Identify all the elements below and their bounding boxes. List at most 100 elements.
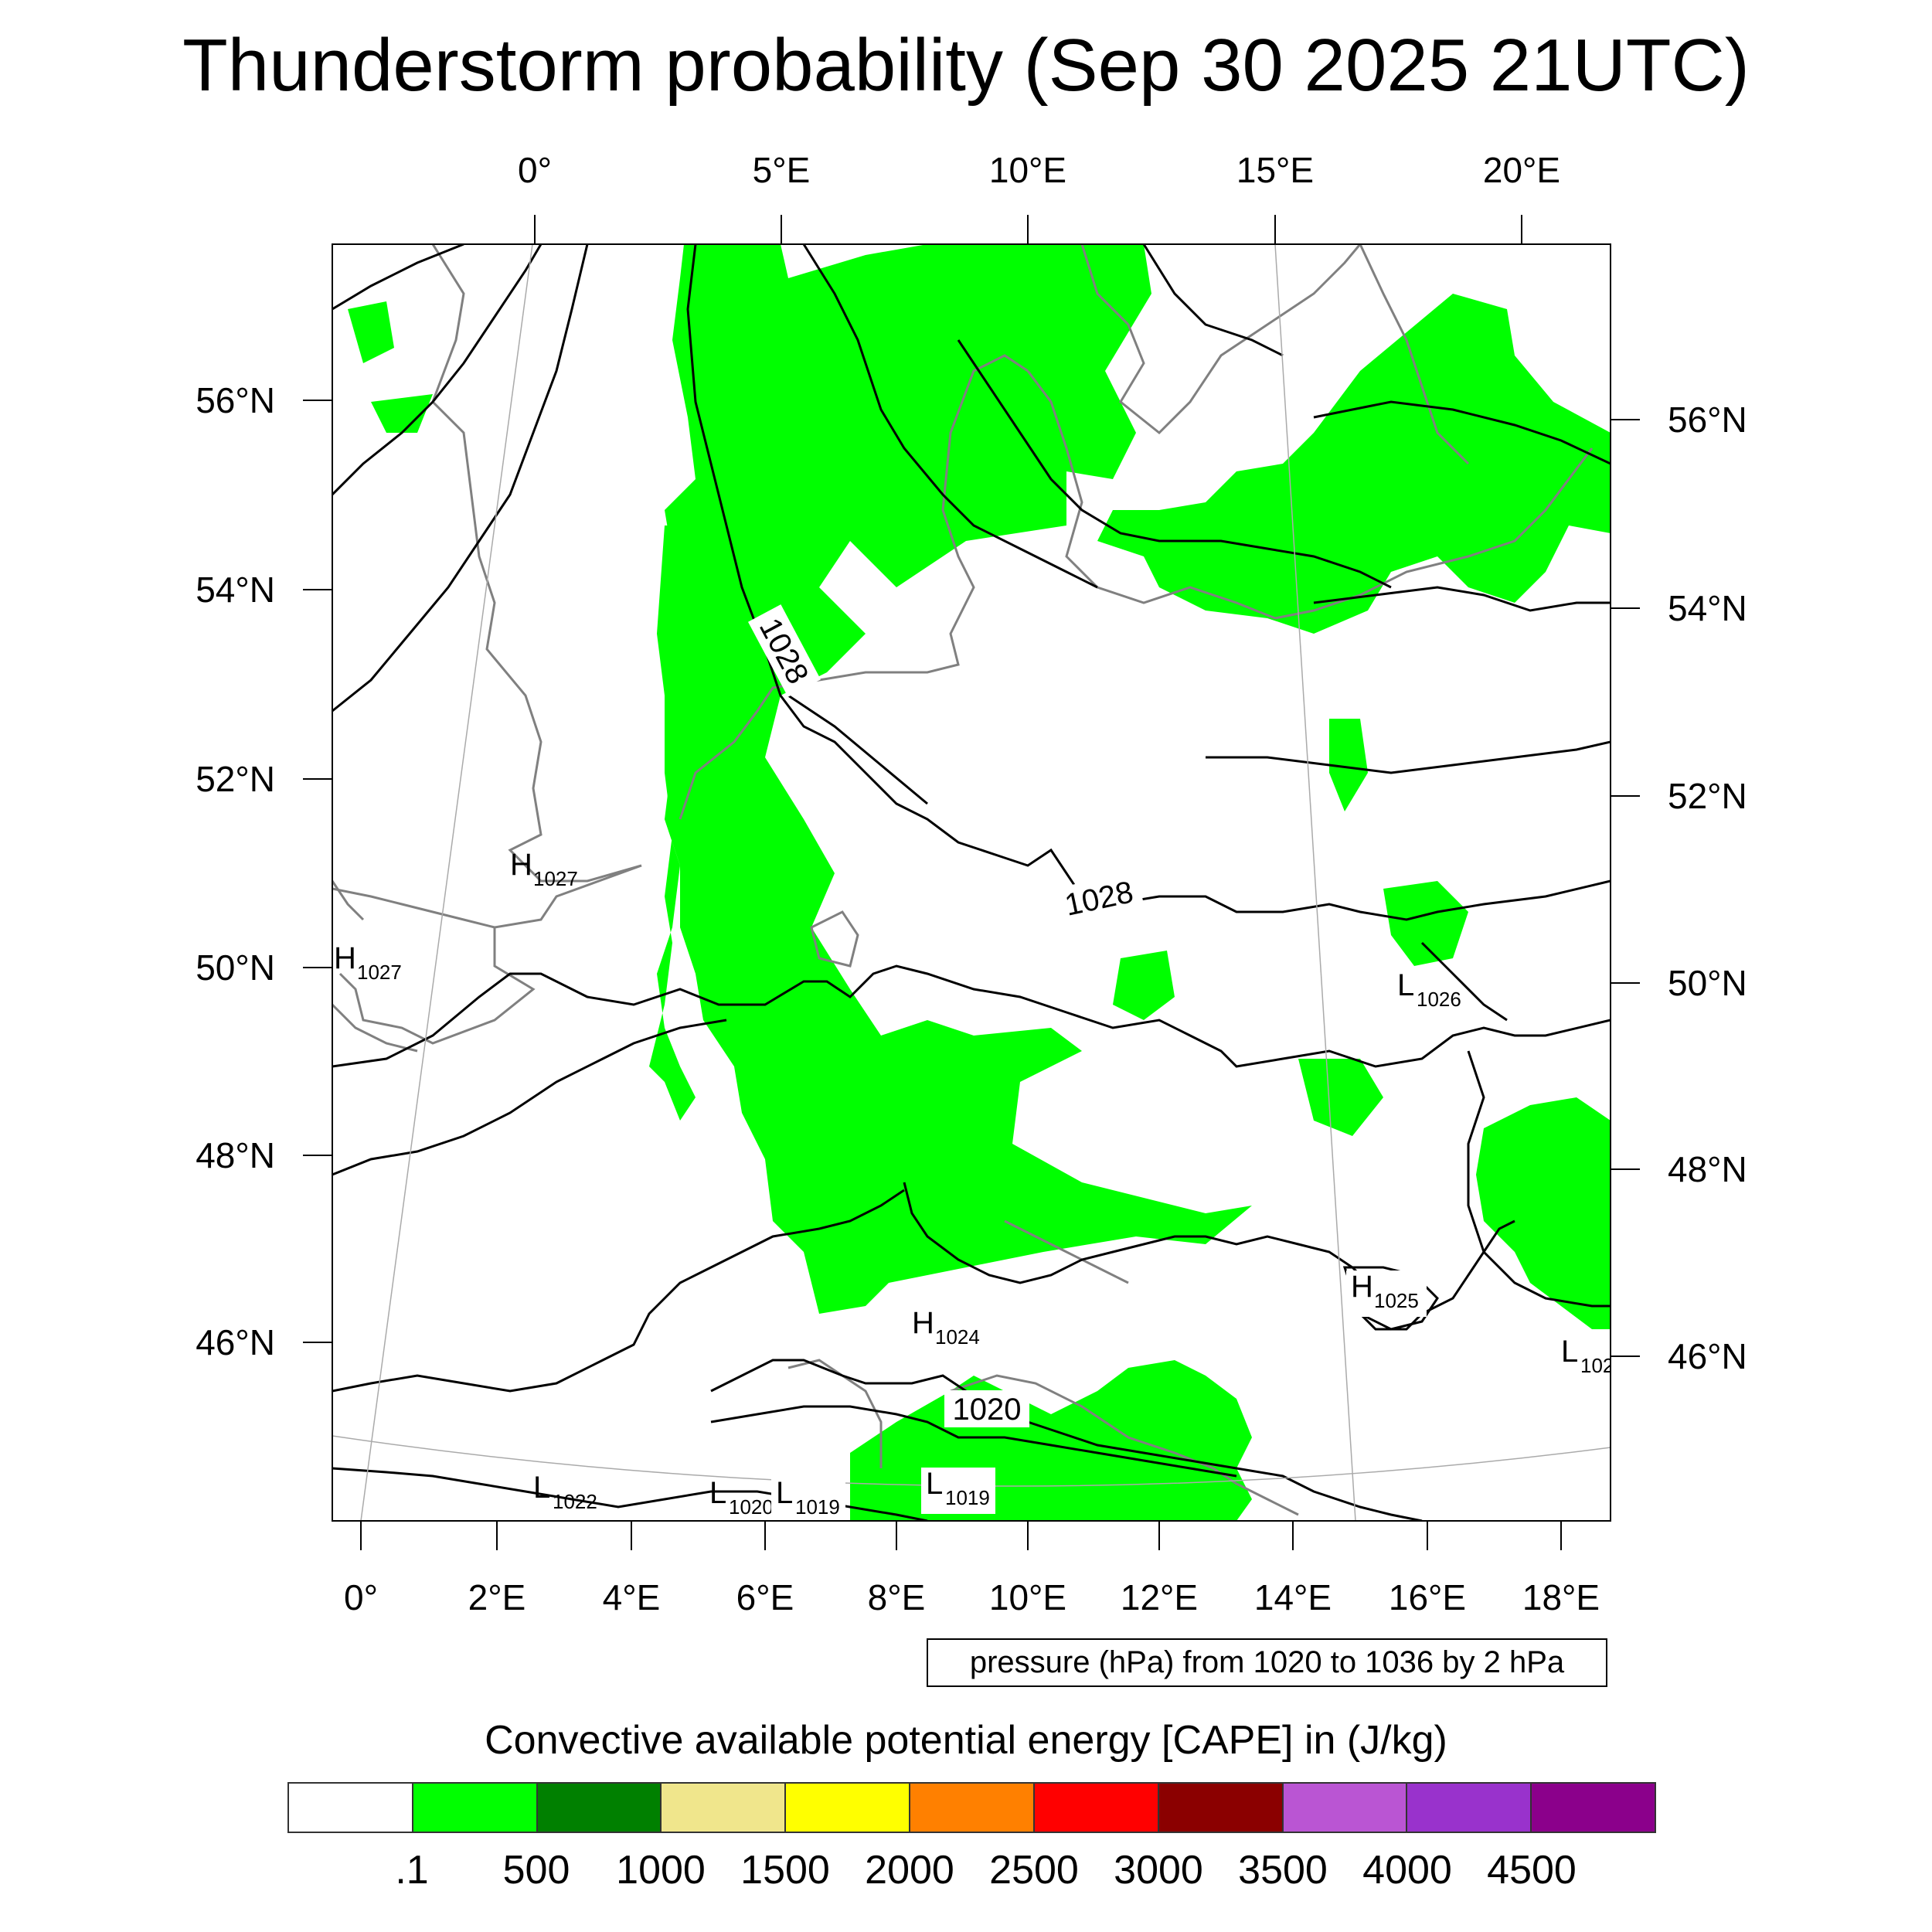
pressure-center-l-italy: L 1019 bbox=[921, 1467, 995, 1514]
map-title: Thunderstorm probability (Sep 30 2025 21… bbox=[182, 24, 1750, 107]
colorbar-label: 1500 bbox=[740, 1848, 830, 1893]
pressure-center-value: 1020 bbox=[729, 1495, 774, 1519]
pressure-center-value: 1025 bbox=[1374, 1289, 1419, 1312]
colorbar bbox=[287, 1782, 1656, 1833]
pressure-center-value: 1026 bbox=[1417, 988, 1461, 1011]
isobar-west-2 bbox=[332, 1189, 905, 1393]
colorbar-label: 2500 bbox=[989, 1848, 1079, 1893]
pressure-center-value: 102 bbox=[1580, 1354, 1614, 1377]
isobar-3 bbox=[332, 244, 589, 713]
right-lat-label: 48°N bbox=[1668, 1149, 1747, 1189]
colorbar-label: 3500 bbox=[1238, 1848, 1328, 1893]
pressure-center-type: L bbox=[533, 1471, 550, 1505]
isobar-mid-east bbox=[1206, 740, 1611, 774]
pressure-center-value: 1019 bbox=[795, 1495, 840, 1519]
left-lat-label: 52°N bbox=[196, 759, 275, 799]
cape-region-baltic bbox=[1097, 294, 1611, 634]
left-lat-label: 54°N bbox=[196, 570, 275, 610]
colorbar-swatch bbox=[1283, 1784, 1408, 1832]
coastline-great-britain bbox=[338, 244, 642, 1045]
coastline-denmark-baltic bbox=[1026, 370, 1594, 620]
colorbar-swatch bbox=[289, 1784, 413, 1832]
pressure-center-value: 1027 bbox=[357, 961, 402, 984]
top-lon-label: 5°E bbox=[753, 150, 811, 190]
contour-label-1020-text: 1020 bbox=[953, 1393, 1022, 1427]
contour-label-1020: 1020 bbox=[944, 1390, 1029, 1427]
pressure-center-value: 1027 bbox=[533, 867, 578, 890]
pressure-info-box: pressure (hPa) from 1020 to 1036 by 2 hP… bbox=[927, 1638, 1607, 1687]
colorbar-title: Convective available potential energy [C… bbox=[485, 1718, 1447, 1763]
cape-region-west-strip bbox=[649, 526, 696, 1121]
colorbar-label: 3000 bbox=[1114, 1848, 1203, 1893]
right-lat-label: 50°N bbox=[1668, 963, 1747, 1003]
colorbar-label: .1 bbox=[395, 1848, 429, 1893]
isobar-west-1 bbox=[332, 1019, 727, 1176]
cape-region-east bbox=[1476, 1097, 1611, 1329]
top-lon-label: 10°E bbox=[989, 150, 1066, 190]
bottom-lon-label: 12°E bbox=[1121, 1577, 1198, 1617]
pressure-center-value: 1019 bbox=[945, 1486, 990, 1509]
coastline-sweden-east bbox=[1359, 244, 1470, 465]
colorbar-label: 500 bbox=[502, 1848, 570, 1893]
bottom-lon-label: 4°E bbox=[603, 1577, 661, 1617]
right-latitude-labels: 56°N 54°N 52°N 50°N 48°N 46°N bbox=[1668, 400, 1747, 1376]
coastline-france-brittany bbox=[332, 1003, 418, 1053]
cape-region-alps-north bbox=[1298, 1059, 1383, 1136]
isobar-east-1 bbox=[1313, 400, 1611, 465]
coastline-continent-west bbox=[679, 354, 1029, 820]
pressure-center-type: H bbox=[912, 1306, 934, 1340]
cape-fill-layer bbox=[348, 244, 1611, 1521]
pressure-center-l-biscay: L 1022 bbox=[533, 1471, 597, 1513]
bottom-lon-label: 16°E bbox=[1389, 1577, 1466, 1617]
isobar-layer bbox=[332, 244, 1611, 1521]
coastline-layer bbox=[332, 244, 1594, 1516]
pressure-center-value: 1022 bbox=[553, 1490, 597, 1513]
pressure-center-l-lyon: L 1020 bbox=[709, 1476, 774, 1519]
pressure-center-h-alps: H 1024 bbox=[907, 1306, 988, 1353]
isobar-1028-upper bbox=[787, 694, 928, 805]
bottom-lon-label: 14°E bbox=[1254, 1577, 1332, 1617]
isobar-1028-south bbox=[332, 964, 1611, 1068]
cape-region-czech bbox=[1383, 881, 1468, 966]
contour-label-1028-b: 1028 bbox=[1053, 871, 1145, 925]
cape-region-poland bbox=[1329, 719, 1368, 811]
top-lon-label: 20°E bbox=[1483, 150, 1560, 190]
pressure-center-l-hungary: L 102 bbox=[1561, 1335, 1614, 1377]
bottom-lon-label: 6°E bbox=[736, 1577, 794, 1617]
right-lat-label: 52°N bbox=[1668, 776, 1747, 816]
left-latitude-labels: 56°N 54°N 52°N 50°N 48°N 46°N bbox=[196, 380, 275, 1362]
colorbar-label: 4500 bbox=[1487, 1848, 1577, 1893]
coastline-alps-lakes bbox=[1004, 1219, 1129, 1284]
graticule-meridian-15e bbox=[1274, 244, 1356, 1521]
pressure-center-type: H bbox=[1351, 1270, 1373, 1304]
bottom-lon-label: 2°E bbox=[468, 1577, 526, 1617]
isobar-alps bbox=[903, 1182, 1515, 1331]
left-lat-label: 56°N bbox=[196, 380, 275, 420]
colorbar-swatch bbox=[662, 1784, 787, 1832]
pressure-center-h-england: H 1027 bbox=[510, 848, 578, 890]
left-lat-label: 48°N bbox=[196, 1135, 275, 1175]
coastline-scandinavia bbox=[1080, 244, 1362, 435]
colorbar-label: 2000 bbox=[865, 1848, 954, 1893]
pressure-center-type: L bbox=[776, 1476, 793, 1510]
pressure-center-l-poland: L 1026 bbox=[1397, 968, 1461, 1011]
pressure-center-l-liguria: L 1019 bbox=[771, 1476, 845, 1521]
cape-region-scotland bbox=[348, 301, 394, 363]
right-lat-label: 54°N bbox=[1668, 588, 1747, 628]
isobar-2 bbox=[332, 244, 543, 496]
colorbar-swatch bbox=[1034, 1784, 1159, 1832]
colorbar-swatch bbox=[1532, 1784, 1655, 1832]
pressure-center-type: L bbox=[709, 1476, 726, 1510]
graticule-meridian-0 bbox=[360, 244, 533, 1521]
bottom-lon-label: 18°E bbox=[1522, 1577, 1600, 1617]
isobar-l1026 bbox=[1420, 941, 1508, 1022]
colorbar-swatch bbox=[786, 1784, 911, 1832]
colorbar-label: 1000 bbox=[616, 1848, 706, 1893]
bottom-lon-label: 0° bbox=[344, 1577, 378, 1617]
right-lat-label: 46°N bbox=[1668, 1336, 1747, 1376]
cape-region-north-sea bbox=[665, 244, 1252, 1314]
colorbar-swatch bbox=[413, 1784, 538, 1832]
isobar-scandinavia bbox=[802, 244, 1098, 589]
coastline-france-north bbox=[332, 887, 495, 929]
